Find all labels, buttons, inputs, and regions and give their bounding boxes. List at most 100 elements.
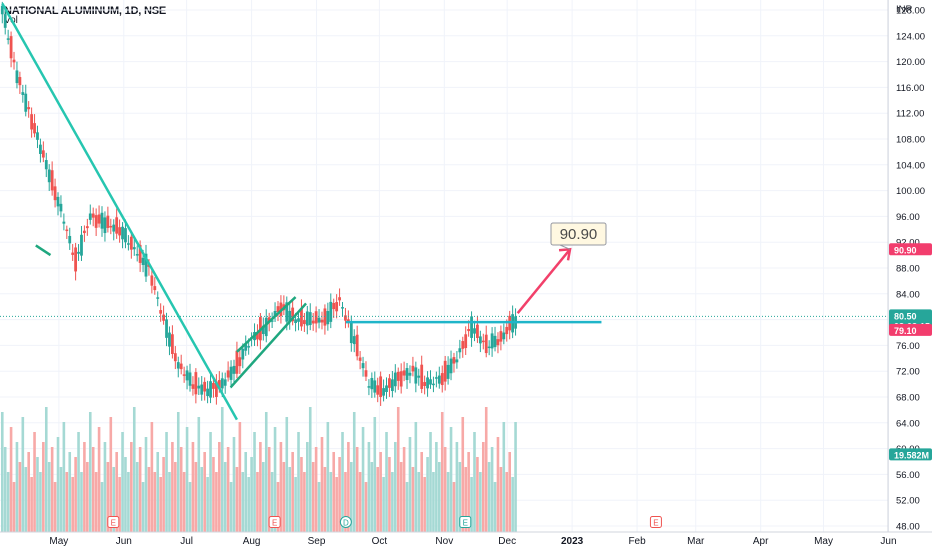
candle-body	[106, 215, 110, 228]
candle-body	[124, 228, 127, 243]
candle-body	[399, 371, 403, 387]
candle-body	[179, 363, 183, 370]
event-marker-label: D	[343, 519, 349, 528]
candle-body	[446, 364, 450, 379]
volume-bar	[42, 442, 45, 532]
x-tick-label: Jul	[180, 536, 193, 547]
volume-bar	[320, 437, 324, 532]
candle-body	[194, 372, 198, 395]
volume-bar	[168, 472, 171, 532]
volume-bar	[350, 462, 353, 532]
candle-body	[127, 243, 130, 245]
volume-bar	[323, 467, 327, 532]
candle-body	[77, 251, 80, 254]
candle-body	[429, 379, 432, 385]
candle-body	[229, 366, 233, 380]
candle-body	[212, 383, 215, 389]
volume-bar	[259, 442, 262, 532]
x-tick-label: Oct	[372, 536, 388, 547]
volume-bar	[232, 437, 236, 532]
x-tick-label: May	[814, 536, 833, 547]
candle-body	[420, 364, 424, 389]
candle-body	[153, 286, 157, 291]
candle-body	[308, 312, 312, 326]
volume-bar	[150, 422, 154, 532]
volume-bar	[80, 472, 83, 532]
volume-bar	[226, 447, 230, 532]
volume-bar	[303, 472, 306, 532]
y-tick-label: 56.00	[896, 470, 920, 481]
candle-body	[15, 70, 19, 84]
volume-bar	[429, 432, 432, 532]
volume-bar	[203, 452, 206, 532]
volume-bar	[394, 442, 397, 532]
volume-bar	[476, 457, 479, 532]
volume-bar	[185, 427, 189, 532]
volume-bar	[156, 452, 160, 532]
candle-body	[379, 376, 383, 398]
volume-bar	[36, 457, 39, 532]
candle-body	[267, 317, 271, 323]
volume-bar	[373, 417, 377, 532]
candle-body	[302, 320, 306, 325]
candle-body	[261, 325, 265, 335]
volume-bar	[33, 432, 36, 532]
volume-bar	[455, 442, 459, 532]
volume-bar	[452, 482, 456, 532]
y-tick-label: 96.00	[896, 212, 920, 223]
volume-bar	[62, 422, 66, 532]
volume-bar	[176, 412, 180, 532]
candle-body	[311, 320, 315, 324]
volume-bar	[317, 482, 321, 532]
volume-bar	[220, 407, 224, 532]
candle-body	[329, 301, 333, 322]
volume-bar	[335, 477, 338, 532]
volume-bar	[144, 437, 148, 532]
candle-body	[3, 14, 7, 28]
candle-body	[244, 344, 248, 351]
candle-body	[91, 213, 95, 218]
volume-bar	[273, 427, 277, 532]
candle-body	[390, 379, 394, 392]
volume-bar	[77, 432, 80, 532]
target-arrow-shaft	[516, 248, 571, 314]
volume-bar	[311, 462, 315, 532]
candle-body	[109, 225, 113, 228]
y-tick-label: 104.00	[896, 160, 925, 171]
volume-bar	[347, 442, 350, 532]
candle-body	[496, 339, 500, 346]
volume-bar	[197, 417, 201, 532]
candle-body	[449, 358, 453, 374]
volume-bar	[194, 462, 198, 532]
candle-body	[408, 372, 412, 376]
candle-body	[138, 244, 142, 263]
volume-bar	[449, 427, 453, 532]
candle-body	[103, 217, 107, 234]
volume-bar	[385, 432, 388, 532]
candle-body	[461, 341, 465, 349]
candle-body	[505, 326, 509, 335]
candle-body	[364, 370, 368, 377]
candle-body	[241, 348, 245, 360]
volume-bar	[12, 482, 16, 532]
volume-bar	[391, 472, 394, 532]
candle-body	[476, 324, 479, 338]
volume-bar	[86, 462, 89, 532]
candle-body	[417, 375, 421, 378]
candle-body	[320, 319, 324, 323]
candle-body	[247, 346, 251, 348]
earnings-marker	[459, 516, 472, 528]
volume-bar	[379, 452, 382, 532]
candle-body	[338, 297, 341, 301]
candle-body	[168, 332, 171, 347]
candle-body	[185, 370, 189, 381]
volume-bar	[314, 447, 318, 532]
volume-bar	[159, 477, 162, 532]
candle-body	[256, 332, 259, 340]
volume-bar	[182, 472, 186, 532]
candle-body	[323, 308, 327, 326]
volume-bar	[408, 437, 412, 532]
candle-body	[71, 252, 75, 255]
target-price-tag	[889, 243, 932, 256]
